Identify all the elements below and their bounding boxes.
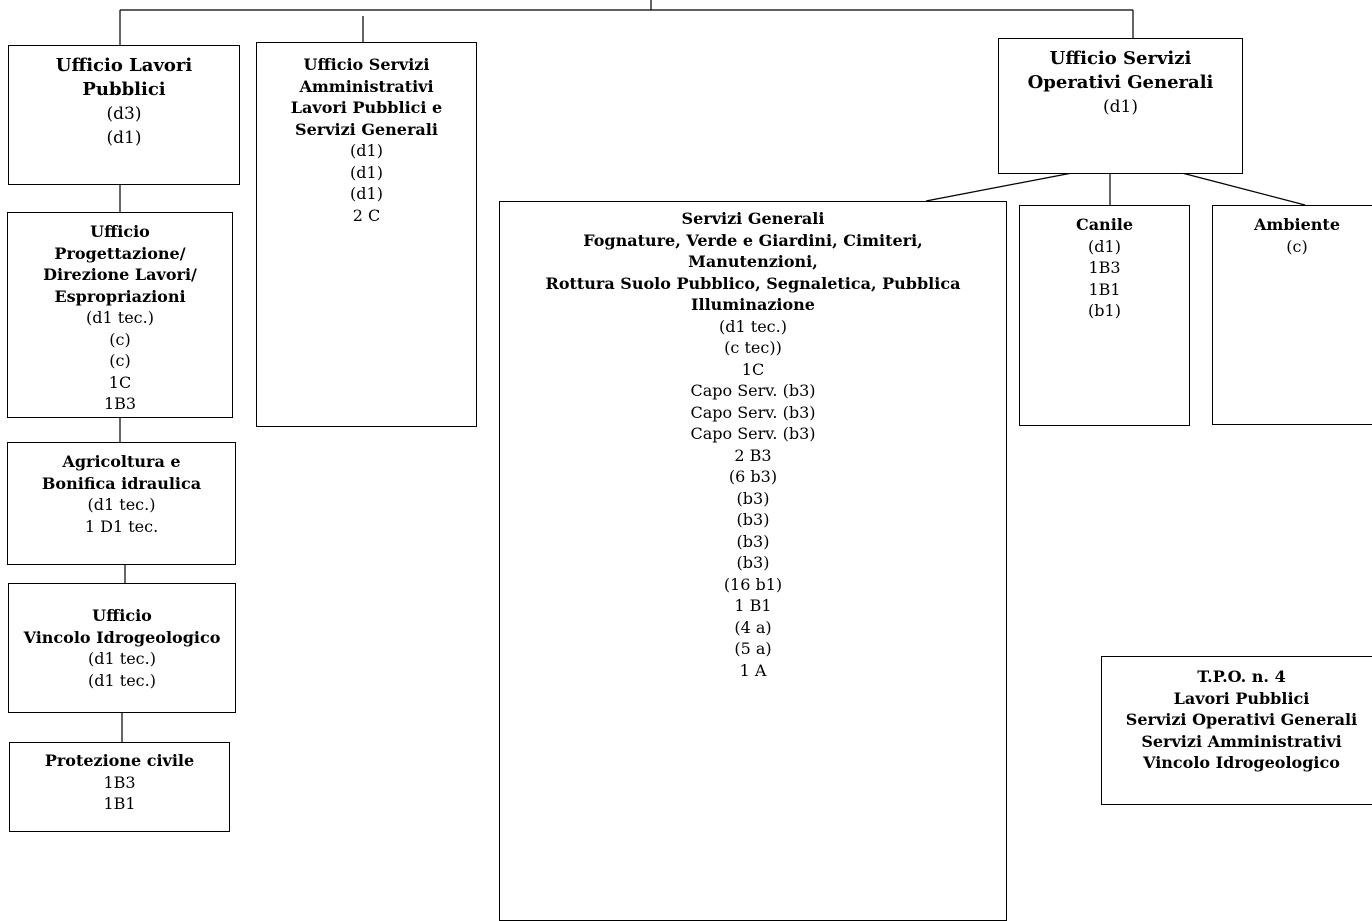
box-servizi-amministrativi: Ufficio Servizi Amministrativi Lavori Pu…: [256, 42, 477, 427]
staff-line: 1B3: [103, 394, 137, 413]
box-title-line: Servizi Operativi Generali: [1125, 710, 1358, 729]
staff-line: (d1): [350, 141, 383, 160]
staff-line: (d1 tec.): [88, 670, 156, 690]
box-title-line: Vincolo Idrogeologico: [23, 627, 221, 647]
box-title-line: Protezione civile: [44, 751, 195, 770]
staff-line: (16 b1): [723, 574, 783, 594]
box-title-line: T.P.O. n. 4: [1197, 667, 1286, 686]
staff-line: Capo Serv. (b3): [690, 424, 816, 443]
staff-line: 1C: [108, 372, 132, 392]
staff-line: 2 B3: [734, 445, 772, 465]
box-title-line: Ufficio: [92, 606, 152, 625]
box-title-line: Manutenzioni,: [688, 252, 818, 271]
box-title-line: Rottura Suolo Pubblico, Segnaletica, Pub…: [545, 273, 961, 293]
box-title-line: Canile: [1075, 215, 1134, 234]
staff-line: (4 a): [734, 617, 772, 637]
link-operativi-ambiente: [1181, 172, 1306, 206]
staff-line: (c): [1286, 236, 1308, 256]
staff-line: (b3): [736, 488, 770, 508]
staff-line: (c tec)): [724, 338, 782, 357]
box-title-line: Fognature, Verde e Giardini, Cimiteri,: [583, 230, 923, 250]
box-progettazione: Ufficio Progettazione/ Direzione Lavori/…: [7, 212, 233, 418]
staff-line: (d1 tec.): [88, 649, 156, 668]
staff-line: (d3): [106, 104, 142, 124]
staff-line: (d1): [1103, 97, 1138, 117]
box-title-line: Lavori Pubblici: [1173, 688, 1310, 708]
box-servizi-generali: Servizi Generali Fognature, Verde e Giar…: [499, 201, 1007, 921]
box-operativi-generali: Ufficio Servizi Operativi Generali (d1): [998, 38, 1243, 174]
staff-line: 1 B1: [734, 596, 772, 615]
staff-line: 1B3: [1088, 258, 1121, 277]
box-tpo: T.P.O. n. 4 Lavori Pubblici Servizi Oper…: [1101, 656, 1372, 805]
box-title-line: Servizi Generali: [681, 209, 825, 228]
staff-line: 1B1: [1088, 279, 1121, 299]
box-title-line: Servizi Amministrativi: [1141, 731, 1342, 751]
box-vincolo-idrogeologico: Ufficio Vincolo Idrogeologico (d1 tec.) …: [8, 583, 236, 713]
box-title-line: Ufficio Servizi: [303, 55, 430, 74]
box-title-line: Ufficio Lavori: [55, 55, 193, 76]
staff-line: 1 D1 tec.: [84, 516, 159, 536]
staff-line: (d1): [106, 128, 142, 148]
staff-line: (d1 tec.): [87, 495, 156, 514]
box-lavori-pubblici: Ufficio Lavori Pubblici (d3) (d1): [8, 45, 240, 185]
box-title-line: Lavori Pubblici e: [290, 98, 443, 117]
staff-line: (d1): [350, 162, 383, 182]
box-title-line: Pubblici: [82, 79, 166, 100]
staff-line: 1B1: [103, 794, 136, 813]
link-operativi-servizi-generali: [925, 172, 1073, 202]
box-title-line: Bonifica idraulica: [41, 473, 202, 493]
staff-line: (5 a): [734, 639, 772, 658]
staff-line: (d1 tec.): [719, 316, 787, 336]
box-title-line: Ufficio Servizi: [1049, 48, 1192, 69]
staff-line: (c): [109, 329, 131, 349]
box-title-line: Ufficio: [90, 222, 150, 241]
box-protezione-civile: Protezione civile 1B3 1B1: [9, 742, 230, 832]
box-title-line: Progettazione/: [54, 243, 186, 263]
staff-line: 1 A: [739, 660, 767, 680]
box-title-line: Direzione Lavori/: [43, 265, 197, 284]
staff-line: (d1 tec.): [86, 308, 154, 327]
box-title-line: Vincolo Idrogeologico: [1143, 753, 1340, 772]
staff-line: 1B3: [103, 772, 136, 792]
staff-line: (b1): [1088, 301, 1121, 320]
staff-line: (d1): [1088, 236, 1121, 256]
staff-line: 1C: [741, 359, 765, 379]
box-title-line: Amministrativi: [299, 76, 434, 96]
box-canile: Canile (d1) 1B3 1B1 (b1): [1019, 205, 1190, 426]
box-title-line: Espropriazioni: [54, 286, 186, 306]
box-ambiente: Ambiente (c): [1212, 205, 1372, 425]
staff-line: Capo Serv. (b3): [690, 402, 816, 422]
box-title-line: Illuminazione: [691, 295, 815, 314]
staff-line: (d1): [350, 184, 383, 203]
staff-line: (b3): [736, 553, 770, 572]
box-title-line: Ambiente: [1254, 215, 1340, 234]
staff-line: (b3): [736, 531, 770, 551]
staff-line: Capo Serv. (b3): [690, 381, 816, 400]
box-agricoltura: Agricoltura e Bonifica idraulica (d1 tec…: [7, 442, 236, 565]
box-title-line: Agricoltura e: [62, 452, 181, 471]
box-title-line: Operativi Generali: [1027, 72, 1214, 93]
staff-line: (c): [109, 351, 131, 370]
staff-line: (b3): [736, 510, 770, 529]
staff-line: 2 C: [352, 205, 381, 225]
staff-line: (6 b3): [728, 467, 778, 486]
box-title-line: Servizi Generali: [295, 119, 438, 139]
